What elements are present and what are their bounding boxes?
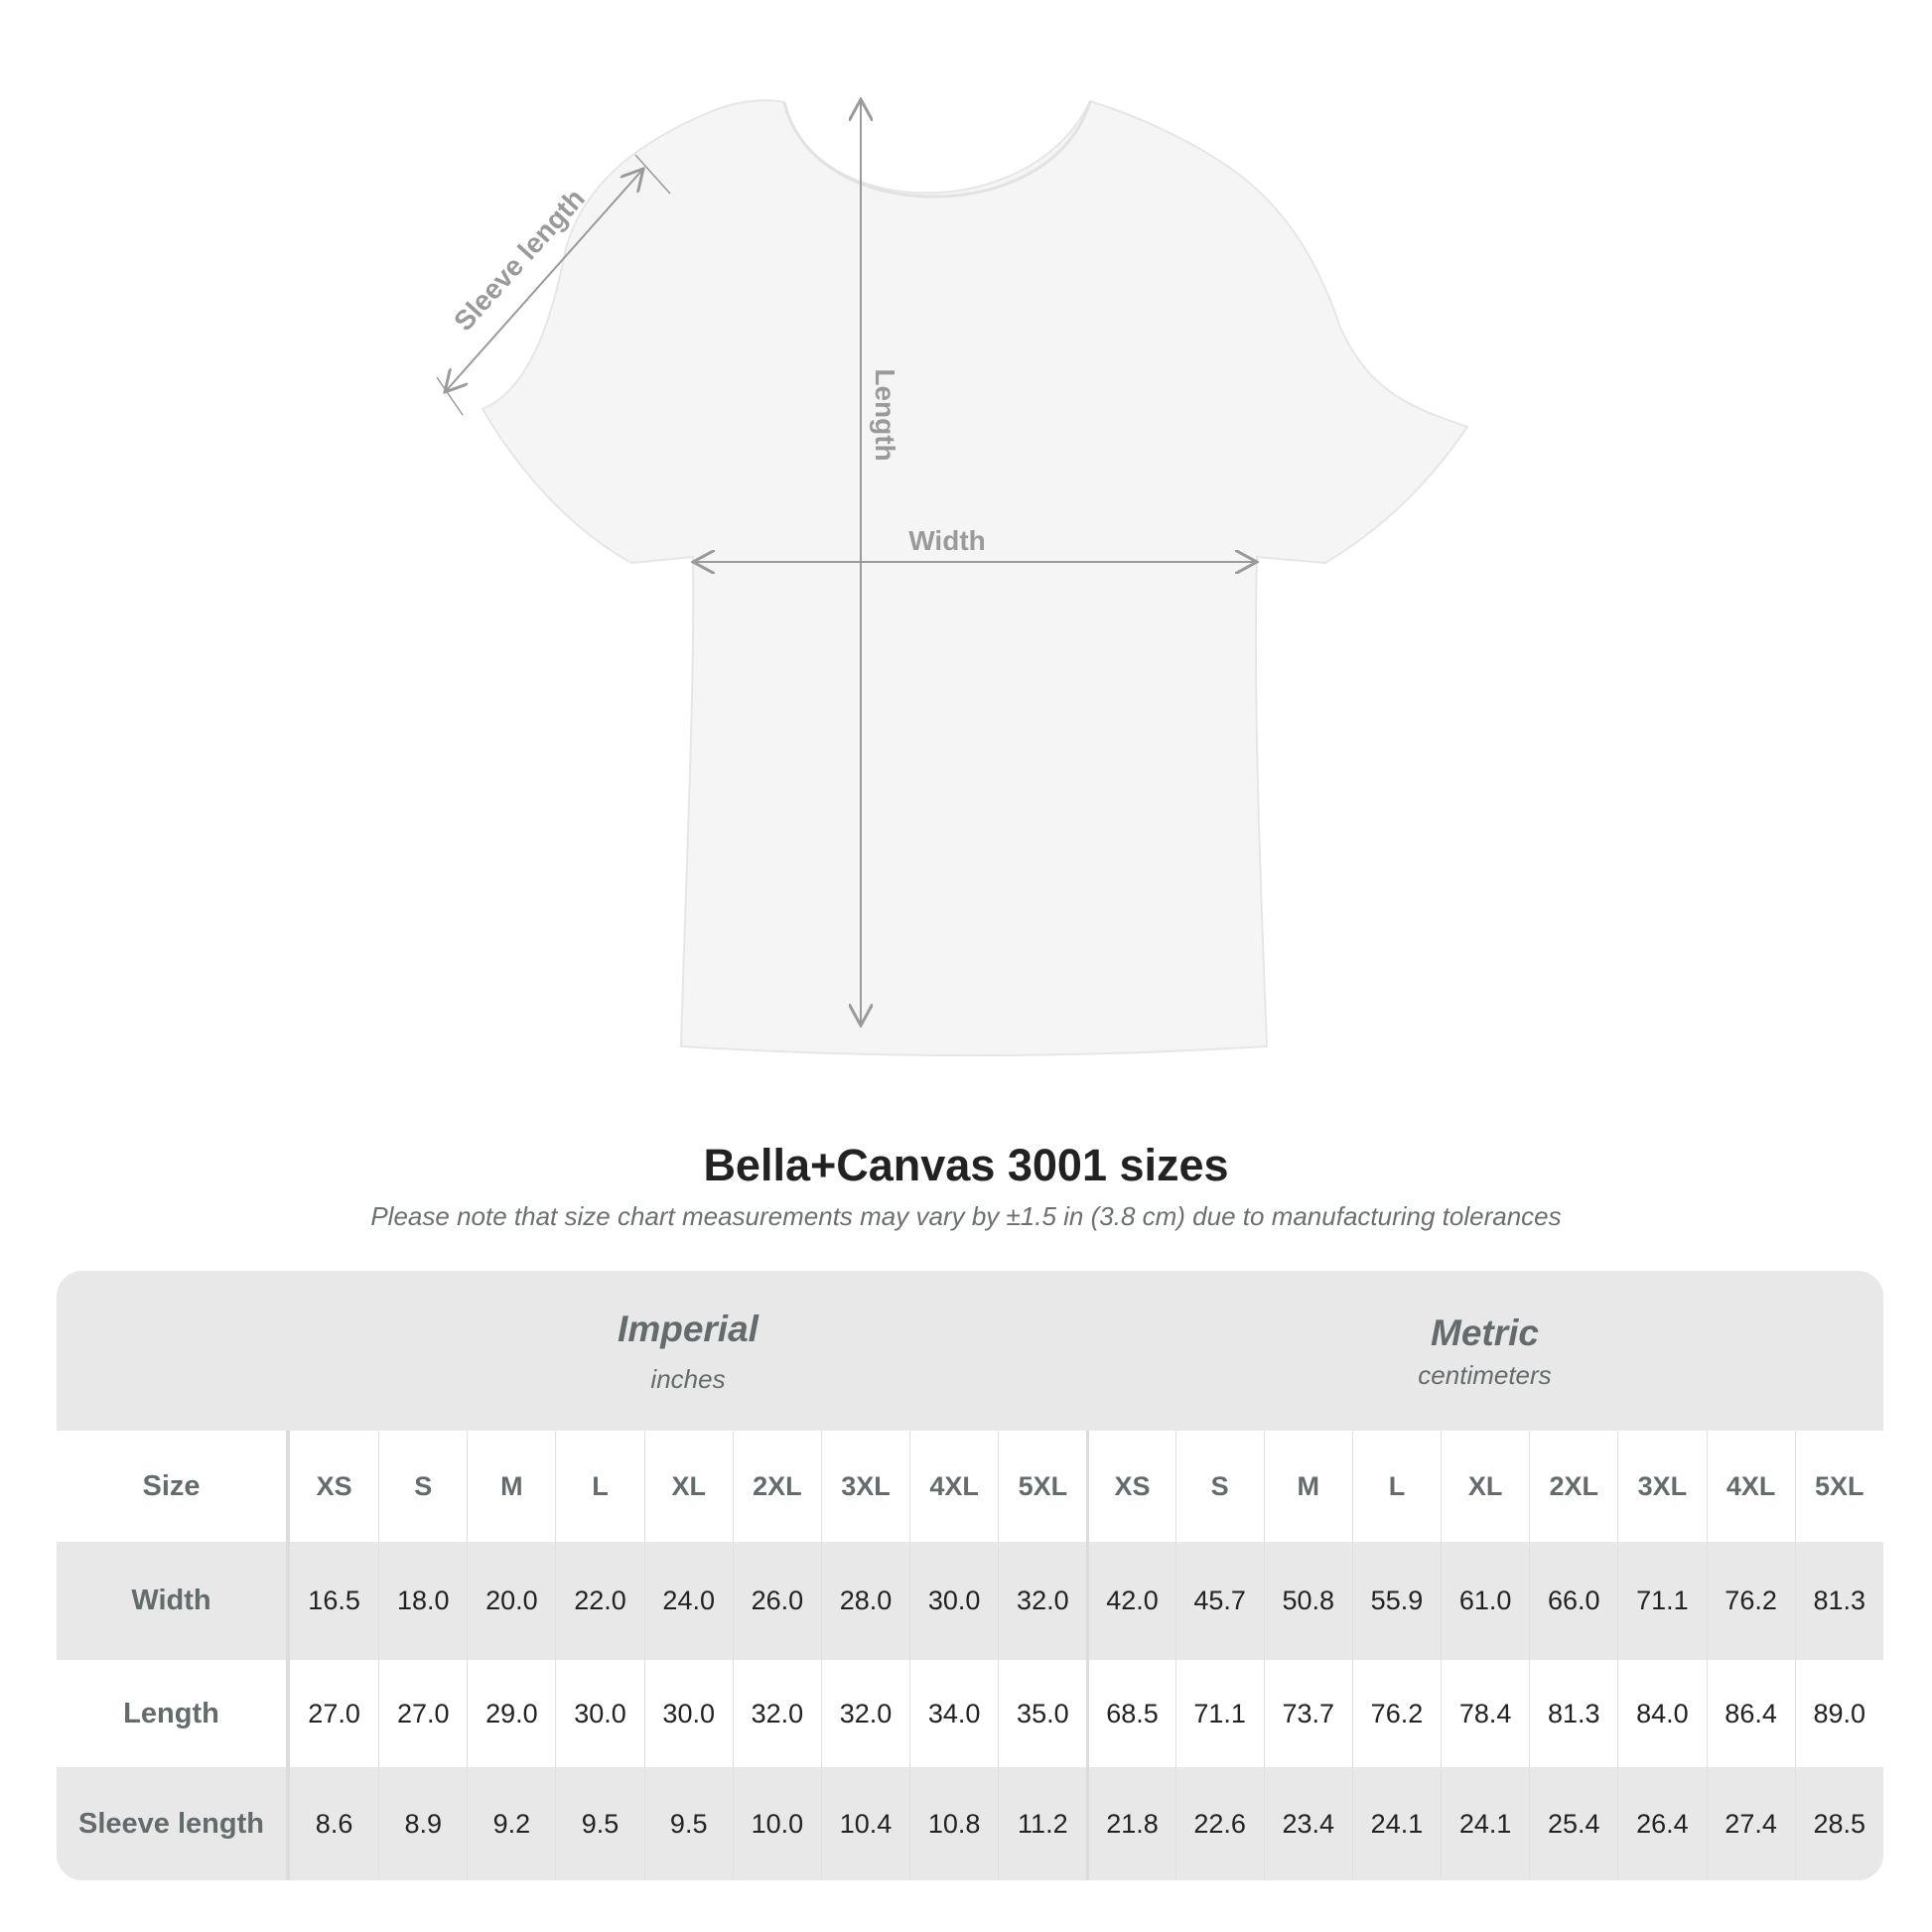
imperial-unit: inches [650,1364,726,1394]
size-header-cell: S [378,1431,467,1542]
row-label: Length [57,1660,290,1767]
table-cell: 8.6 [315,1808,353,1839]
table-cell: 89.0 [1794,1660,1883,1767]
table-cell: 81.3 [1794,1542,1883,1660]
size-header-cell: XL [1441,1431,1529,1542]
metric-header: Metric centimeters [1086,1271,1883,1431]
size-header-row: Size XS S M L XL 2XL 3XL 4XL 5XL XS S M L XL 2XL 3XL 4XL 5… [57,1431,1883,1542]
table-row: Sleeve length 8.6 8.9 9.2 9.5 9.5 10.0 10.4 10.8… [57,1767,1883,1880]
size-header-cell: M [467,1431,555,1542]
table-cell: 27.0 [378,1660,467,1767]
table-cell: 84.0 [1617,1660,1706,1767]
size-header-cell: L [555,1431,643,1542]
size-header-cell: XS [1086,1431,1174,1542]
table-cell: 9.5 [643,1767,733,1880]
metric-unit: centimeters [1418,1360,1552,1390]
table-cell: 32.0 [732,1660,821,1767]
table-cell: 61.0 [1441,1542,1529,1660]
imperial-header: Imperial inches [290,1271,1086,1431]
size-header-cell: 5XL [1794,1431,1883,1542]
table-cell: 32.0 [998,1542,1086,1660]
size-header-cell: 3XL [820,1431,909,1542]
table-cell: 16.5 [308,1586,360,1615]
table-cell: 27.4 [1706,1767,1795,1880]
table-cell: 81.3 [1529,1660,1617,1767]
row-label: Sleeve length [57,1767,290,1880]
size-header-cell: 2XL [1529,1431,1617,1542]
table-cell: 73.7 [1263,1660,1352,1767]
tolerance-note: Please note that size chart measurements… [370,1201,1562,1231]
table-cell: 50.8 [1263,1542,1352,1660]
table-cell: 10.4 [820,1767,909,1880]
table-cell: 10.8 [909,1767,998,1880]
table-cell: 32.0 [820,1660,909,1767]
size-table: Imperial inches Metric centimeters Size X… [57,1271,1883,1880]
table-cell: 71.1 [1174,1660,1264,1767]
sleeve-measure-line [445,169,643,392]
table-cell: 25.4 [1529,1767,1617,1880]
table-cell: 24.1 [1351,1767,1441,1880]
length-label: Length [870,368,900,461]
size-header-cell: 4XL [1706,1431,1795,1542]
size-header-cell: 2XL [732,1431,821,1542]
chart-title: Bella+Canvas 3001 sizes [703,1140,1229,1190]
table-cell: 71.1 [1617,1542,1706,1660]
table-cell: 42.0 [1086,1542,1174,1660]
table-cell: 30.0 [555,1660,643,1767]
table-cell: 21.8 [1086,1767,1174,1880]
table-cell: 30.0 [643,1660,733,1767]
table-cell: 20.0 [467,1542,555,1660]
table-cell: 29.0 [467,1660,555,1767]
table-cell: 30.0 [909,1542,998,1660]
table-cell: 9.2 [467,1767,555,1880]
table-cell: 8.9 [378,1767,467,1880]
size-header-cell: XS [316,1470,352,1501]
width-label: Width [908,525,986,556]
table-cell: 24.0 [643,1542,733,1660]
size-header-cell: L [1351,1431,1441,1542]
table-row: Length 27.0 27.0 29.0 30.0 30.0 32.0 32.0 34.0 35… [57,1660,1883,1767]
table-row: Width 16.5 18.0 20.0 22.0 24.0 26.0 28.0 30.0 32.… [57,1542,1883,1660]
table-cell: 9.5 [555,1767,643,1880]
table-cell: 66.0 [1529,1542,1617,1660]
tshirt-shape [481,99,1469,1056]
size-header-cell: M [1263,1431,1352,1542]
size-header-cell: 5XL [998,1431,1086,1542]
row-label: Width [57,1542,290,1660]
size-header-cell: XL [643,1431,733,1542]
table-cell: 34.0 [909,1660,998,1767]
row-label: Size [57,1431,290,1542]
table-cell: 55.9 [1351,1542,1441,1660]
size-header-cell: 3XL [1617,1431,1706,1542]
table-cell: 27.0 [308,1698,360,1728]
table-cell: 86.4 [1706,1660,1795,1767]
table-cell: 78.4 [1441,1660,1529,1767]
table-cell: 68.5 [1086,1660,1174,1767]
table-cell: 18.0 [378,1542,467,1660]
table-cell: 76.2 [1706,1542,1795,1660]
size-header-cell: S [1174,1431,1264,1542]
table-cell: 26.4 [1617,1767,1706,1880]
table-cell: 23.4 [1263,1767,1352,1880]
table-cell: 10.0 [732,1767,821,1880]
table-cell: 22.6 [1174,1767,1264,1880]
table-cell: 22.0 [555,1542,643,1660]
table-cell: 24.1 [1441,1767,1529,1880]
table-cell: 35.0 [998,1660,1086,1767]
imperial-label: Imperial [618,1309,759,1349]
tshirt-diagram: Sleeve length Length Width [436,0,1469,1056]
size-header-cell: 4XL [909,1431,998,1542]
table-cell: 76.2 [1351,1660,1441,1767]
table-cell: 28.0 [820,1542,909,1660]
table-cell: 26.0 [732,1542,821,1660]
table-cell: 45.7 [1174,1542,1264,1660]
table-cell: 28.5 [1794,1767,1883,1880]
metric-label: Metric [1431,1312,1539,1353]
table-cell: 11.2 [998,1767,1086,1880]
